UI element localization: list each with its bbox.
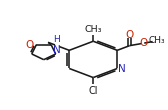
Text: H: H xyxy=(53,35,60,44)
Text: N: N xyxy=(53,46,60,55)
Text: Cl: Cl xyxy=(89,86,98,96)
Text: O: O xyxy=(25,39,33,50)
Text: CH₃: CH₃ xyxy=(148,36,165,45)
Text: CH₃: CH₃ xyxy=(85,25,102,34)
Text: O: O xyxy=(140,38,148,48)
Text: N: N xyxy=(118,64,125,74)
Text: O: O xyxy=(125,30,134,40)
